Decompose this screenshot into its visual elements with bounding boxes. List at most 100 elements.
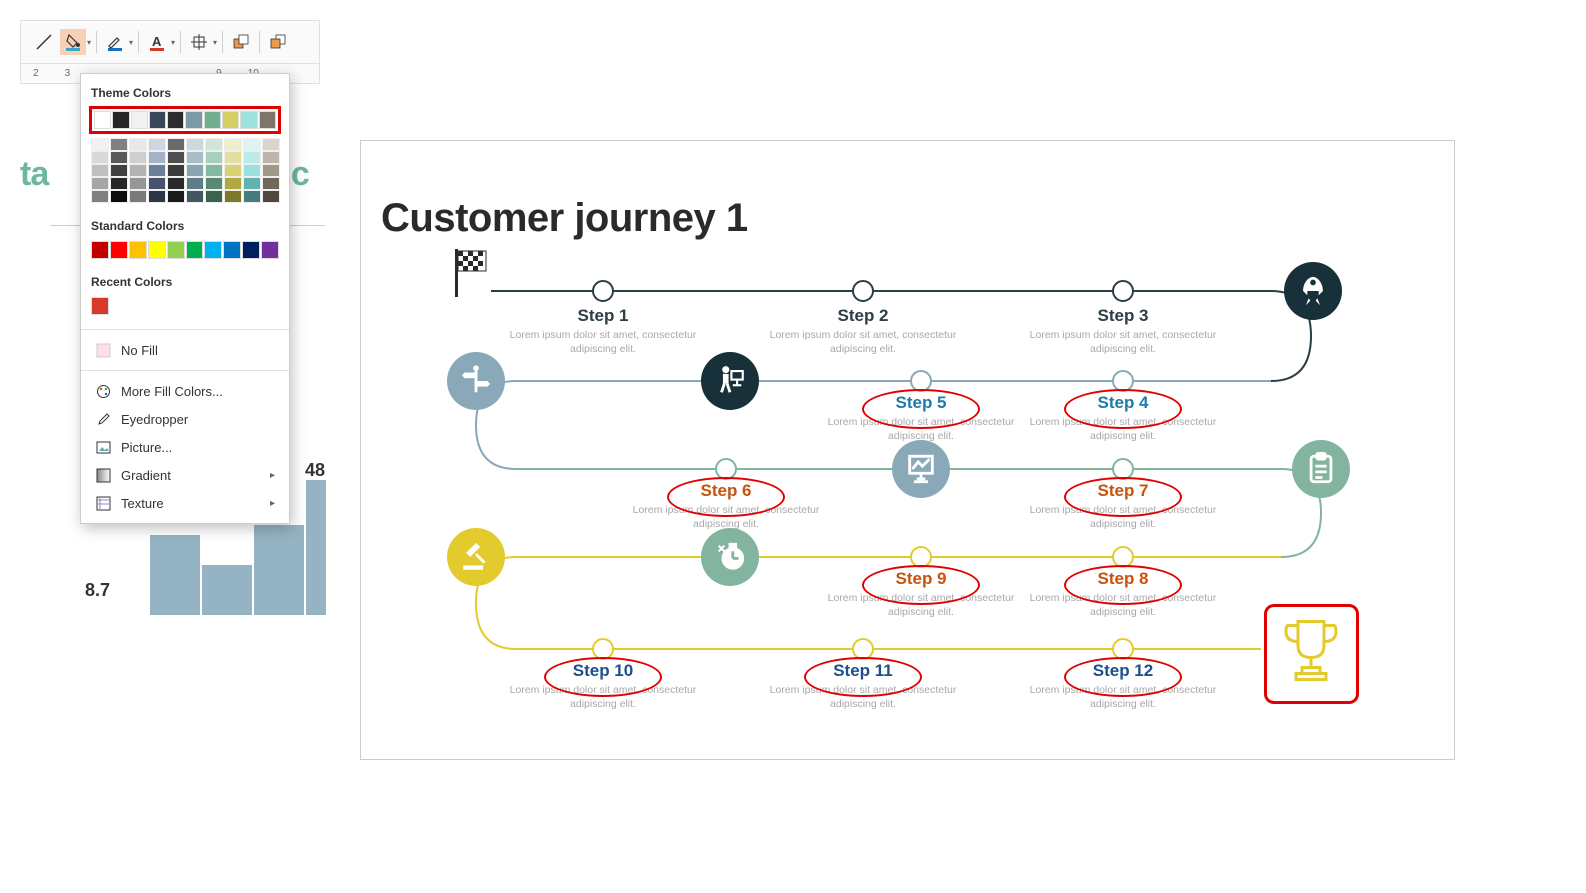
color-swatch[interactable]	[129, 177, 147, 190]
color-swatch[interactable]	[148, 190, 166, 203]
color-swatch[interactable]	[224, 190, 242, 203]
color-swatch[interactable]	[167, 151, 185, 164]
color-swatch[interactable]	[91, 297, 109, 315]
color-swatch[interactable]	[186, 138, 204, 151]
color-swatch[interactable]	[129, 138, 147, 151]
color-swatch[interactable]	[242, 241, 260, 259]
color-swatch[interactable]	[167, 164, 185, 177]
color-swatch[interactable]	[259, 111, 276, 129]
color-swatch[interactable]	[243, 164, 261, 177]
color-swatch[interactable]	[148, 151, 166, 164]
color-swatch[interactable]	[129, 190, 147, 203]
color-swatch[interactable]	[224, 138, 242, 151]
color-swatch[interactable]	[148, 138, 166, 151]
outline-dropdown[interactable]: ▾	[129, 38, 133, 47]
bg-bar	[254, 525, 304, 615]
step-block: Step 12Lorem ipsum dolor sit amet, conse…	[1023, 661, 1223, 711]
color-swatch[interactable]	[224, 151, 242, 164]
color-swatch[interactable]	[243, 177, 261, 190]
picture-item[interactable]: Picture...	[91, 433, 279, 461]
color-swatch[interactable]	[91, 151, 109, 164]
color-swatch[interactable]	[167, 241, 185, 259]
color-swatch[interactable]	[186, 190, 204, 203]
palette-icon	[95, 383, 111, 399]
more-fill-colors-item[interactable]: More Fill Colors...	[91, 377, 279, 405]
color-swatch[interactable]	[262, 151, 280, 164]
color-swatch[interactable]	[240, 111, 257, 129]
color-swatch[interactable]	[205, 190, 223, 203]
theme-colors-label: Theme Colors	[91, 86, 279, 100]
color-swatch[interactable]	[148, 177, 166, 190]
color-swatch[interactable]	[243, 151, 261, 164]
step-node	[1112, 638, 1134, 660]
color-swatch[interactable]	[186, 164, 204, 177]
color-swatch[interactable]	[110, 241, 128, 259]
color-swatch[interactable]	[91, 190, 109, 203]
color-swatch[interactable]	[91, 241, 109, 259]
font-color-button[interactable]: A	[144, 29, 170, 55]
color-swatch[interactable]	[205, 177, 223, 190]
color-swatch[interactable]	[91, 177, 109, 190]
color-swatch[interactable]	[149, 111, 166, 129]
texture-item[interactable]: Texture ▸	[91, 489, 279, 517]
color-swatch[interactable]	[261, 241, 279, 259]
fill-dropdown[interactable]: ▾	[87, 38, 91, 47]
color-swatch[interactable]	[131, 111, 148, 129]
fill-color-button[interactable]	[60, 29, 86, 55]
step-block: Step 5Lorem ipsum dolor sit amet, consec…	[821, 393, 1021, 443]
color-swatch[interactable]	[110, 164, 128, 177]
color-swatch[interactable]	[224, 164, 242, 177]
color-swatch[interactable]	[129, 241, 147, 259]
step-node	[592, 638, 614, 660]
color-swatch[interactable]	[262, 190, 280, 203]
step-title: Step 3	[1023, 306, 1223, 326]
color-swatch[interactable]	[129, 151, 147, 164]
color-swatch[interactable]	[223, 241, 241, 259]
fontcolor-dropdown[interactable]: ▾	[171, 38, 175, 47]
sizepos-dropdown[interactable]: ▾	[213, 38, 217, 47]
color-swatch[interactable]	[204, 111, 221, 129]
color-swatch[interactable]	[205, 151, 223, 164]
color-swatch[interactable]	[91, 138, 109, 151]
color-swatch[interactable]	[243, 190, 261, 203]
color-swatch[interactable]	[243, 138, 261, 151]
arrange-front-button[interactable]	[228, 29, 254, 55]
line-tool[interactable]	[31, 29, 57, 55]
bg-bar	[306, 480, 326, 615]
color-swatch[interactable]	[262, 138, 280, 151]
color-swatch[interactable]	[185, 111, 202, 129]
step-node	[1112, 458, 1134, 480]
color-swatch[interactable]	[167, 177, 185, 190]
color-swatch[interactable]	[222, 111, 239, 129]
color-swatch[interactable]	[205, 164, 223, 177]
color-swatch[interactable]	[262, 177, 280, 190]
color-swatch[interactable]	[167, 138, 185, 151]
step-block: Step 6Lorem ipsum dolor sit amet, consec…	[626, 481, 826, 531]
outline-color-button[interactable]	[102, 29, 128, 55]
color-swatch[interactable]	[148, 241, 166, 259]
color-swatch[interactable]	[224, 177, 242, 190]
color-swatch[interactable]	[112, 111, 129, 129]
color-swatch[interactable]	[186, 241, 204, 259]
color-swatch[interactable]	[110, 190, 128, 203]
color-swatch[interactable]	[94, 111, 111, 129]
color-swatch[interactable]	[167, 190, 185, 203]
menu-label: Picture...	[121, 440, 172, 455]
color-swatch[interactable]	[205, 138, 223, 151]
color-swatch[interactable]	[186, 151, 204, 164]
color-swatch[interactable]	[204, 241, 222, 259]
color-swatch[interactable]	[186, 177, 204, 190]
color-swatch[interactable]	[129, 164, 147, 177]
color-swatch[interactable]	[262, 164, 280, 177]
color-swatch[interactable]	[91, 164, 109, 177]
color-swatch[interactable]	[148, 164, 166, 177]
no-fill-item[interactable]: No Fill	[91, 336, 279, 364]
eyedropper-item[interactable]: Eyedropper	[91, 405, 279, 433]
arrange-back-button[interactable]	[265, 29, 291, 55]
color-swatch[interactable]	[167, 111, 184, 129]
color-swatch[interactable]	[110, 151, 128, 164]
color-swatch[interactable]	[110, 138, 128, 151]
size-position-button[interactable]	[186, 29, 212, 55]
color-swatch[interactable]	[110, 177, 128, 190]
gradient-item[interactable]: Gradient ▸	[91, 461, 279, 489]
